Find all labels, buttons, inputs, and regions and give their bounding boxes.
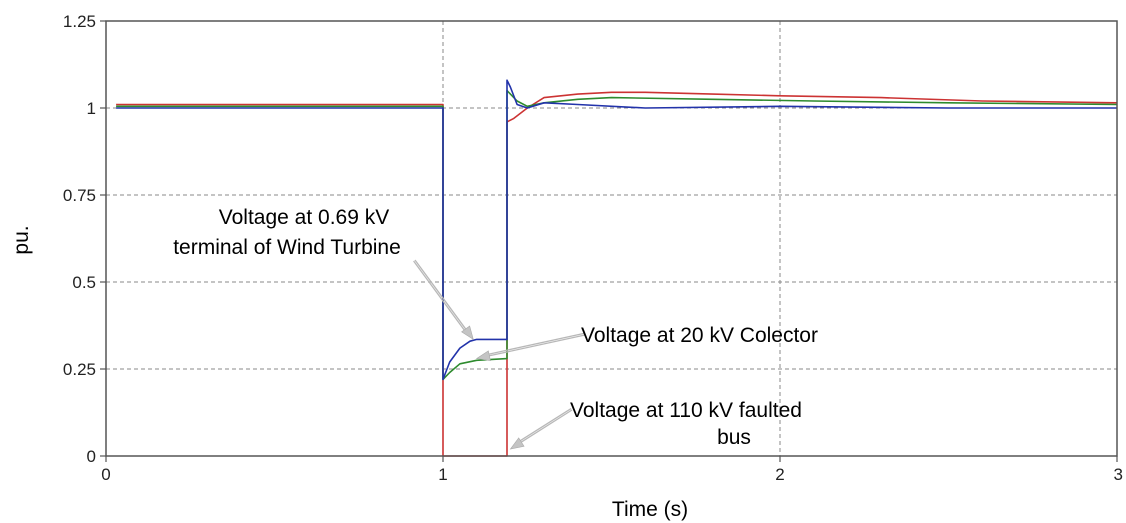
x-tick-label: 1 [438, 465, 447, 484]
annotation-collector: Voltage at 20 kV Colector [581, 324, 818, 347]
annotation-arrow-line [413, 260, 465, 331]
x-tick-label: 2 [775, 465, 784, 484]
y-tick-label: 1 [87, 99, 96, 118]
y-tick-label: 0.25 [63, 360, 96, 379]
x-axis-title: Time (s) [612, 498, 688, 521]
y-axis-title: pu. [10, 225, 33, 254]
annotation-faulted-bus-line2: bus [717, 426, 751, 449]
plot-frame [105, 20, 1118, 457]
y-tick-label: 0.75 [63, 186, 96, 205]
annotation-arrow-line [489, 334, 586, 357]
annotation-arrow-head [509, 437, 525, 450]
annotation-arrow-line [488, 332, 585, 355]
tick-labels: 0 0.25 0.5 0.75 1 1.25 0 1 2 3 [63, 12, 1123, 484]
annotation-turbine-line2: terminal of Wind Turbine [173, 236, 401, 259]
y-tick-label: 0.5 [72, 273, 96, 292]
series-line-3 [116, 79, 1117, 381]
x-tick-label: 0 [101, 465, 110, 484]
x-tick-label: 3 [1114, 465, 1123, 484]
y-tick-label: 1.25 [63, 12, 96, 31]
annotation-faulted-bus-line1: Voltage at 110 kV faulted [570, 399, 802, 422]
annotation-arrow-head [461, 325, 474, 341]
annotation-arrow-line [414, 259, 467, 330]
annotation-arrows [413, 259, 586, 450]
annotation-arrow-line [521, 409, 573, 443]
annotation-arrow-head [475, 350, 491, 362]
annotation-arrow-line [520, 407, 572, 442]
annotation-turbine-line1: Voltage at 0.69 kV [219, 206, 389, 229]
y-tick-label: 0 [87, 447, 96, 466]
